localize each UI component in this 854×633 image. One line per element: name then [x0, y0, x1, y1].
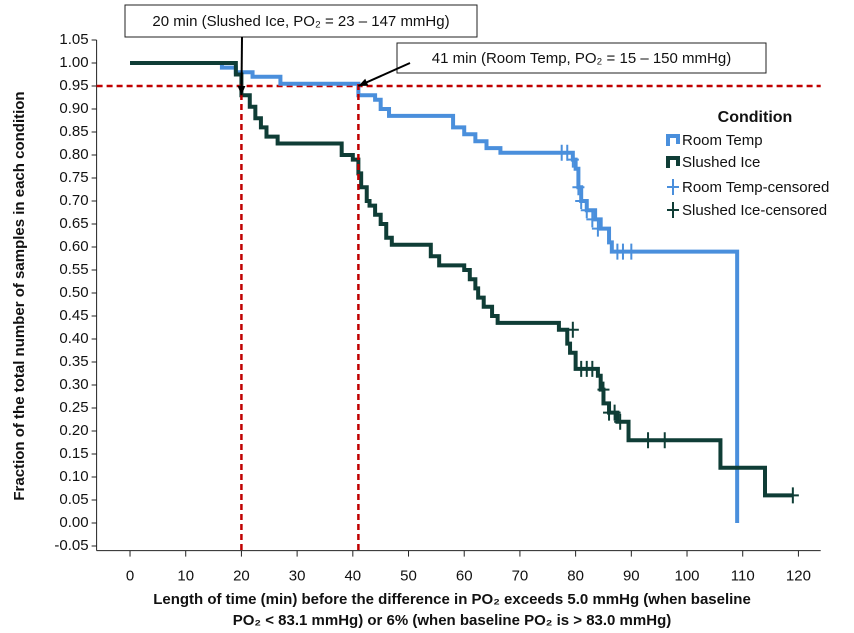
- y-tick-label: 0.65: [59, 215, 88, 232]
- x-tick-label: 90: [623, 568, 640, 585]
- survival-line: [130, 61, 740, 523]
- censored-mark: [586, 360, 599, 377]
- censored-mark: [658, 432, 671, 449]
- x-tick-label: 40: [344, 568, 361, 585]
- legend-swatch: [667, 179, 679, 195]
- x-tick-label: 120: [786, 568, 811, 585]
- censored-mark: [566, 321, 579, 338]
- x-axis-title: PO₂ < 83.1 mmHg) or 6% (when baseline PO…: [233, 612, 671, 629]
- y-tick-label: 0.50: [59, 284, 88, 301]
- y-tick-label: 0.85: [59, 123, 88, 140]
- x-tick-label: 30: [289, 568, 306, 585]
- y-tick-label: 1.05: [59, 31, 88, 48]
- censored-mark: [608, 404, 621, 421]
- censored-mark: [597, 381, 610, 398]
- censored-mark: [575, 193, 588, 209]
- y-tick-label: 0.20: [59, 422, 88, 439]
- y-axis-title: Fraction of the total number of samples …: [11, 91, 28, 500]
- annotation-text: 20 min (Slushed Ice, PO₂ = 23 – 147 mmHg…: [152, 13, 449, 30]
- censored-mark: [586, 211, 599, 228]
- x-tick-label: 20: [233, 568, 250, 585]
- annotation-arrow: [240, 36, 243, 96]
- x-tick-label: 110: [731, 568, 755, 585]
- y-tick-label: 0.60: [59, 238, 88, 255]
- x-tick-label: 100: [675, 568, 700, 585]
- arrow-head: [358, 78, 369, 86]
- x-tick-label: 0: [126, 568, 134, 585]
- censored-mark: [566, 151, 579, 168]
- y-tick-label: 0.35: [59, 353, 88, 370]
- y-tick-label: -0.05: [54, 537, 88, 554]
- legend-label: Slushed Ice-censored: [682, 202, 827, 219]
- y-tick-label: 0.90: [59, 100, 88, 117]
- x-tick-label: 50: [400, 568, 417, 585]
- censored-mark: [614, 413, 627, 430]
- x-tick-label: 70: [512, 568, 529, 585]
- y-tick-label: 0.70: [59, 192, 88, 209]
- annotation-arrow: [357, 62, 411, 87]
- legend-swatch: [666, 156, 680, 168]
- censored-mark: [580, 202, 593, 219]
- y-tick-label: 0.10: [59, 468, 88, 485]
- censored-mark: [786, 487, 799, 504]
- censored-mark: [591, 220, 604, 237]
- censored-mark: [625, 243, 638, 260]
- legend-swatch: [667, 202, 679, 218]
- x-tick-label: 60: [456, 568, 473, 585]
- y-tick-label: 0.55: [59, 261, 88, 278]
- y-tick-label: 0.15: [59, 445, 88, 462]
- legend-label: Slushed Ice: [682, 154, 760, 171]
- legend-title: Condition: [718, 109, 793, 126]
- censored-mark: [561, 144, 574, 161]
- y-tick-label: 0.05: [59, 491, 88, 508]
- annotation-box: [396, 42, 767, 74]
- annotation-text: 41 min (Room Temp, PO₂ = 15 – 150 mmHg): [432, 50, 731, 67]
- y-tick-label: 0.25: [59, 399, 88, 416]
- arrow-head: [237, 85, 246, 96]
- y-tick-label: 0.40: [59, 330, 88, 347]
- y-tick-label: 1.00: [59, 54, 88, 71]
- x-tick-label: 10: [177, 568, 194, 585]
- y-tick-label: 0.80: [59, 146, 88, 163]
- y-tick-label: 0.00: [59, 514, 88, 531]
- y-tick-label: 0.75: [59, 169, 88, 186]
- x-tick-label: 80: [567, 568, 584, 585]
- legend-label: Room Temp-censored: [682, 179, 829, 196]
- x-axis-title: Length of time (min) before the differen…: [153, 591, 751, 608]
- censored-mark: [572, 179, 585, 196]
- legend-label: Room Temp: [682, 132, 763, 149]
- legend-swatch: [666, 134, 680, 146]
- annotation-box: [124, 4, 478, 38]
- y-tick-label: 0.45: [59, 307, 88, 324]
- censored-mark: [642, 432, 655, 449]
- y-tick-label: 0.30: [59, 376, 88, 393]
- y-tick-label: 0.95: [59, 77, 88, 94]
